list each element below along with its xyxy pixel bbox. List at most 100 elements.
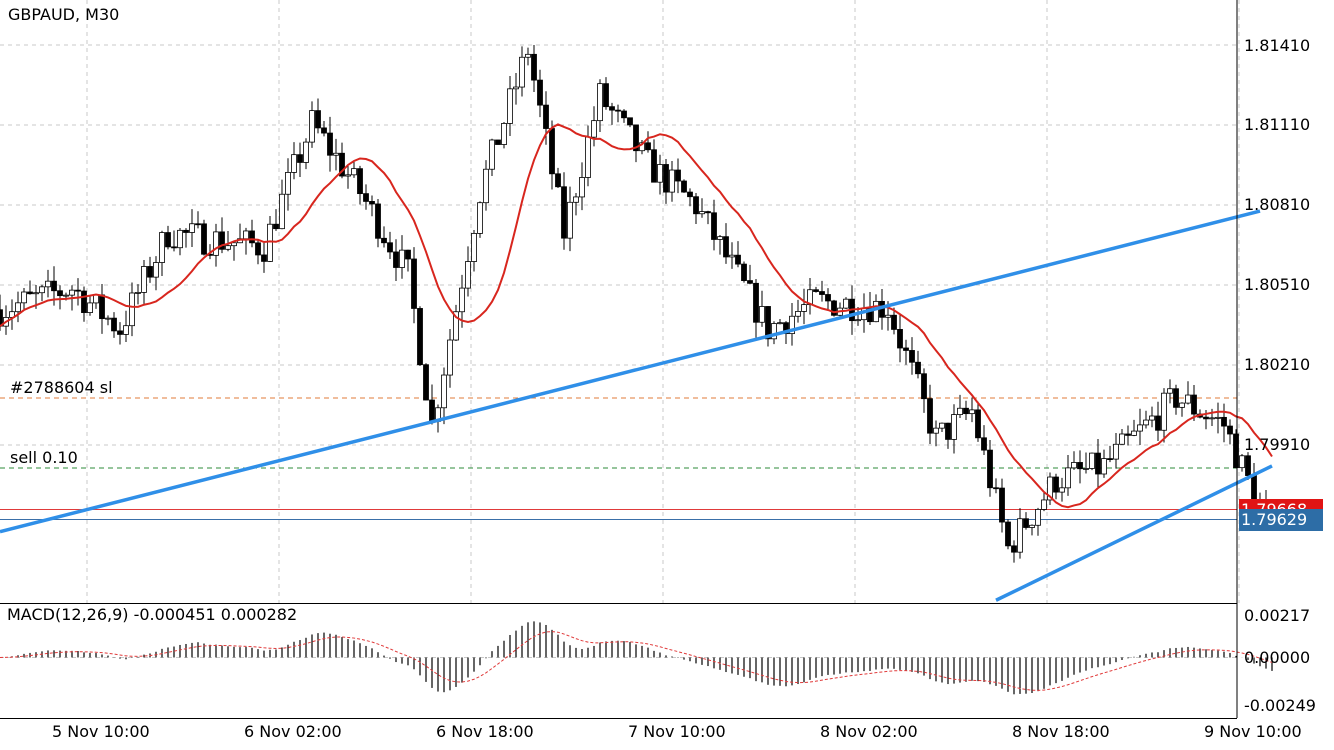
price-tick: 1.81410 <box>1244 36 1311 55</box>
candle-body <box>75 289 81 292</box>
candle-body <box>963 407 969 415</box>
candle-body <box>1143 419 1149 426</box>
candle-body <box>399 249 405 268</box>
candle-body <box>603 83 609 108</box>
candle-body <box>27 291 33 295</box>
candle-body <box>411 258 417 309</box>
candle-body <box>573 196 579 203</box>
candle-body <box>219 231 225 250</box>
candle-body <box>495 139 501 145</box>
candle-body <box>1125 433 1131 436</box>
candle-body <box>1071 462 1077 469</box>
candle-body <box>153 262 159 278</box>
time-tick: 7 Nov 10:00 <box>628 722 726 741</box>
candle-body <box>267 223 273 262</box>
candle-body <box>1203 416 1209 420</box>
candle-body <box>891 314 897 330</box>
candle-body <box>1155 415 1161 431</box>
candle-body <box>1101 458 1107 475</box>
candle-body <box>1035 509 1041 526</box>
candle-body <box>1179 402 1185 408</box>
candle-body <box>177 229 183 249</box>
candle-body <box>1041 499 1047 510</box>
candle-body <box>15 302 21 313</box>
candle-body <box>333 152 339 156</box>
candle-body <box>579 177 585 198</box>
candle-body <box>969 409 975 415</box>
candle-body <box>801 304 807 312</box>
candle-body <box>627 117 633 126</box>
candle-body <box>63 294 69 297</box>
candle-body <box>465 261 471 289</box>
candle-body <box>483 168 489 204</box>
candle-body <box>441 374 447 409</box>
candle-body <box>99 294 105 320</box>
candle-body <box>771 323 777 340</box>
candle-body <box>699 211 705 215</box>
candle-body <box>1185 394 1191 404</box>
candle-body <box>1065 467 1071 489</box>
candle-body <box>561 186 567 239</box>
candle-body <box>537 79 543 106</box>
candle-body <box>735 254 741 265</box>
candle-body <box>1221 416 1227 427</box>
candle-body <box>981 437 987 451</box>
candle-body <box>201 223 207 255</box>
candle-body <box>717 236 723 240</box>
sl-order-label[interactable]: #2788604 sl <box>10 378 113 397</box>
candle-body <box>231 242 237 247</box>
candle-body <box>657 164 663 183</box>
candle-body <box>591 120 597 138</box>
candle-body <box>249 230 255 244</box>
candle-body <box>729 254 735 258</box>
candle-body <box>225 245 231 250</box>
candle-body <box>1113 443 1119 460</box>
candle-body <box>597 83 603 122</box>
macd-tick: 0.00000 <box>1244 648 1311 667</box>
candle-body <box>939 422 945 429</box>
candle-body <box>501 123 507 145</box>
candle-body <box>615 109 621 112</box>
candle-body <box>363 193 369 202</box>
candle-body <box>525 53 531 58</box>
candle-body <box>741 263 747 281</box>
chart-frame <box>0 0 1238 719</box>
candle-body <box>747 280 753 284</box>
price-tick: 1.81110 <box>1244 115 1311 134</box>
candle-body <box>549 128 555 175</box>
candle-body <box>429 399 435 422</box>
candle-body <box>519 56 525 88</box>
candle-body <box>927 398 933 434</box>
candle-body <box>489 139 495 170</box>
macd-tick: 0.00217 <box>1244 606 1311 625</box>
sell-order-label[interactable]: sell 0.10 <box>10 448 78 467</box>
candle-body <box>1077 462 1083 470</box>
candle-body <box>1137 424 1143 432</box>
ma-line <box>0 123 1273 509</box>
candle-body <box>705 211 711 214</box>
chart-title: GBPAUD, M30 <box>8 5 120 24</box>
candle-body <box>621 110 627 119</box>
candle-body <box>681 180 687 193</box>
price-tick: 1.80810 <box>1244 195 1311 214</box>
candle-body <box>675 169 681 182</box>
price-tick: 1.80210 <box>1244 355 1311 374</box>
candle-body <box>477 202 483 234</box>
candle-body <box>933 427 939 434</box>
candle-body <box>387 242 393 253</box>
candle-body <box>45 280 51 288</box>
candle-body <box>1107 458 1113 461</box>
candle-body <box>423 364 429 401</box>
candle-body <box>531 53 537 81</box>
trendline-upper <box>0 209 1261 534</box>
candle-body <box>645 142 651 151</box>
candle-body <box>213 231 219 256</box>
candle-body <box>813 289 819 292</box>
candle-body <box>909 350 915 363</box>
candle-body <box>1191 394 1197 415</box>
candle-body <box>93 294 99 304</box>
candle-body <box>57 290 63 297</box>
macd-label: MACD(12,26,9) -0.000451 0.000282 <box>7 605 298 624</box>
candle-body <box>315 110 321 129</box>
